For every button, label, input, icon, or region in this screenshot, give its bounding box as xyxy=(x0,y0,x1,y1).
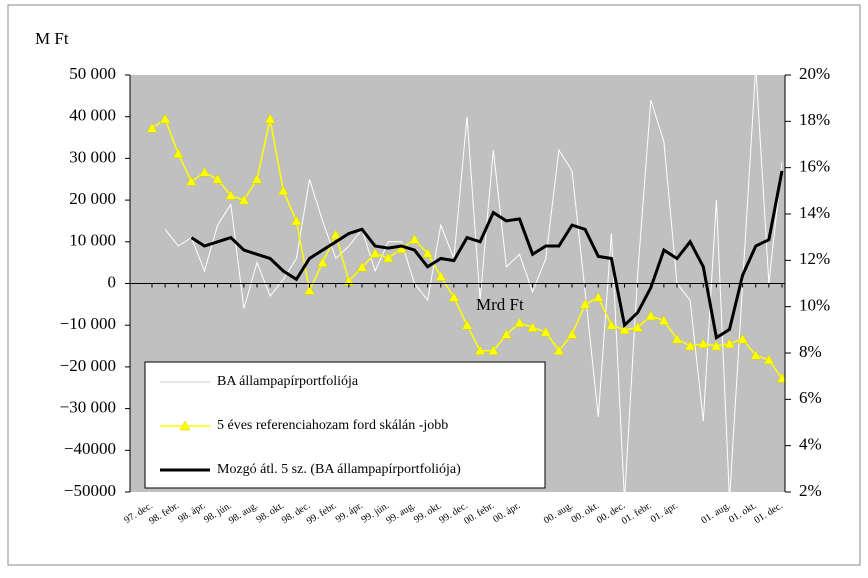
series-marker xyxy=(317,257,329,267)
series-marker xyxy=(448,291,460,302)
series-marker xyxy=(605,319,617,330)
y-tick-label: 50 000 xyxy=(69,64,116,83)
series-marker xyxy=(225,189,237,200)
y2-tick-label: 12% xyxy=(799,249,830,268)
y-tick-label: −50000 xyxy=(64,481,116,500)
legend-label: Mozgó átl. 5 sz. (BA állampapírportfolió… xyxy=(217,462,461,477)
series-marker xyxy=(199,166,210,177)
series-marker xyxy=(304,284,315,295)
series-marker xyxy=(737,333,749,344)
y2-tick-label: 6% xyxy=(799,388,822,407)
legend-label: BA állampapírportfoliója xyxy=(217,374,359,389)
series-marker xyxy=(146,122,158,133)
series-marker xyxy=(763,354,775,365)
series-line xyxy=(164,75,783,492)
series-marker xyxy=(527,322,539,332)
y-tick-label: 10 000 xyxy=(69,231,116,250)
series-marker xyxy=(645,310,657,321)
series-marker xyxy=(632,322,644,332)
series-marker xyxy=(290,215,302,226)
series-marker xyxy=(356,261,368,272)
y2-tick-label: 2% xyxy=(799,481,822,500)
series-marker xyxy=(277,185,289,196)
y2-tick-label: 4% xyxy=(799,435,822,454)
series-marker xyxy=(159,113,171,124)
series-marker xyxy=(422,247,434,258)
series-marker xyxy=(185,176,197,186)
series-marker xyxy=(330,229,342,240)
series-marker xyxy=(553,345,565,355)
series-line xyxy=(190,170,784,341)
y-tick-label: 30 000 xyxy=(69,147,116,166)
y-tick-label: −10 000 xyxy=(60,314,116,333)
series-marker xyxy=(238,194,250,205)
series-marker xyxy=(382,252,394,263)
y2-tick-label: 14% xyxy=(799,203,830,222)
series-marker xyxy=(684,340,696,351)
y2-tick-label: 16% xyxy=(799,157,830,176)
series-marker xyxy=(619,324,630,335)
series-marker xyxy=(487,345,499,355)
y-tick-label: 20 000 xyxy=(69,189,116,208)
series-marker xyxy=(514,317,525,328)
series-marker xyxy=(592,291,604,302)
y2-tick-label: 8% xyxy=(799,342,822,361)
series-marker xyxy=(566,328,578,339)
series-marker xyxy=(750,349,762,360)
series-marker xyxy=(500,328,512,339)
plot xyxy=(146,75,785,492)
series-marker xyxy=(710,340,722,351)
series-marker xyxy=(251,173,263,184)
y-tick-label: −30 000 xyxy=(60,398,116,417)
series-marker xyxy=(658,315,670,325)
series-marker xyxy=(435,271,447,281)
series-marker xyxy=(212,173,224,184)
series-marker xyxy=(172,148,184,159)
y-axis-label: M Ft xyxy=(35,29,69,48)
y-tick-label: −20 000 xyxy=(60,356,116,375)
legend-box xyxy=(144,361,546,489)
series-marker xyxy=(409,233,420,244)
series-marker xyxy=(579,298,591,309)
annotation: Mrd Ft xyxy=(476,295,524,314)
y-tick-label: 40 000 xyxy=(69,106,116,125)
y-tick-label: 0 xyxy=(108,272,117,291)
series-marker xyxy=(461,319,473,330)
y2-tick-label: 18% xyxy=(799,110,830,129)
y-tick-label: −40000 xyxy=(64,439,116,458)
series-marker xyxy=(540,326,552,337)
y2-tick-label: 10% xyxy=(799,296,830,315)
series-marker xyxy=(369,247,381,258)
series-marker xyxy=(264,113,276,124)
series-marker xyxy=(697,338,709,348)
y2-tick-label: 20% xyxy=(799,64,830,83)
legend-marker xyxy=(179,420,191,431)
series-marker xyxy=(724,338,735,348)
legend-label: 5 éves referenciahozam ford skálán -jobb xyxy=(217,418,448,433)
series-marker xyxy=(474,345,486,355)
series-marker xyxy=(671,333,683,344)
